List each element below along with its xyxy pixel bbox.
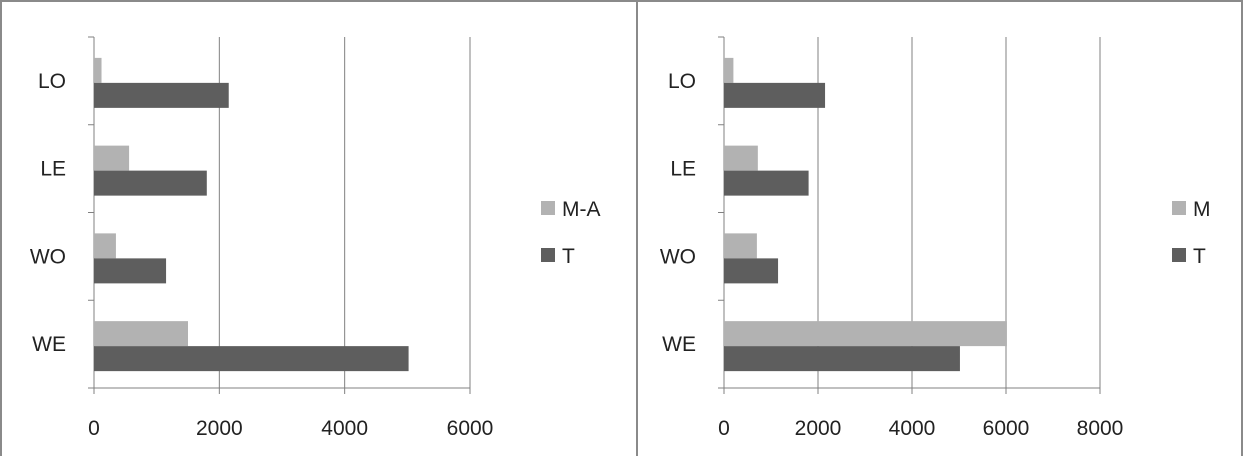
x-tick-label: 0 xyxy=(718,417,730,440)
y-category-label: LO xyxy=(668,70,696,93)
bar-t-wo xyxy=(724,258,779,284)
legend-label-t: T xyxy=(1193,245,1206,268)
bar-t-le xyxy=(94,170,207,196)
legend-label-m-a: M-A xyxy=(562,198,601,221)
y-category-label: LO xyxy=(38,70,66,93)
x-tick-label: 8000 xyxy=(1077,417,1124,440)
bar-m-we xyxy=(724,321,1007,347)
bar-m-wo xyxy=(724,233,757,259)
chart-2: 0 2000 4000 6000 8000 LO LE WO WE M T xyxy=(660,36,1211,440)
x-tick-label: 6000 xyxy=(983,417,1030,440)
bar-m-a-we xyxy=(94,321,188,347)
bar-t-we xyxy=(94,346,409,372)
x-tick-label: 6000 xyxy=(447,417,494,440)
bar-m-a-lo xyxy=(94,57,102,83)
legend-label-m: M xyxy=(1193,198,1211,221)
chart-panel-left xyxy=(0,0,638,456)
legend-swatch-m xyxy=(1172,201,1186,215)
x-tick-label: 2000 xyxy=(196,417,243,440)
chart-1: 0 2000 4000 6000 LO LE WO WE M-A T xyxy=(30,36,601,440)
bar-t-lo xyxy=(724,82,826,108)
y-category-label: LE xyxy=(40,158,66,181)
bar-t-we xyxy=(724,346,960,372)
legend-swatch-t xyxy=(1172,248,1186,262)
y-category-label: WO xyxy=(30,245,66,268)
y-category-label: WE xyxy=(32,333,66,356)
y-category-label: WE xyxy=(662,333,696,356)
x-tick-label: 4000 xyxy=(321,417,368,440)
legend-swatch-m-a xyxy=(541,201,555,215)
bar-t-lo xyxy=(94,82,229,108)
x-tick-label: 4000 xyxy=(889,417,936,440)
bar-m-a-wo xyxy=(94,233,116,259)
bar-m-lo xyxy=(724,57,734,83)
bar-m-a-le xyxy=(94,145,130,171)
bar-t-wo xyxy=(94,258,167,284)
chart-panel-right xyxy=(636,0,1243,456)
bar-m-le xyxy=(724,145,758,171)
bar-t-le xyxy=(724,170,809,196)
x-tick-label: 2000 xyxy=(795,417,842,440)
x-tick-label: 0 xyxy=(88,417,100,440)
legend-swatch-t xyxy=(541,248,555,262)
legend-label-t: T xyxy=(562,245,575,268)
y-category-label: WO xyxy=(660,245,696,268)
y-category-label: LE xyxy=(670,158,696,181)
